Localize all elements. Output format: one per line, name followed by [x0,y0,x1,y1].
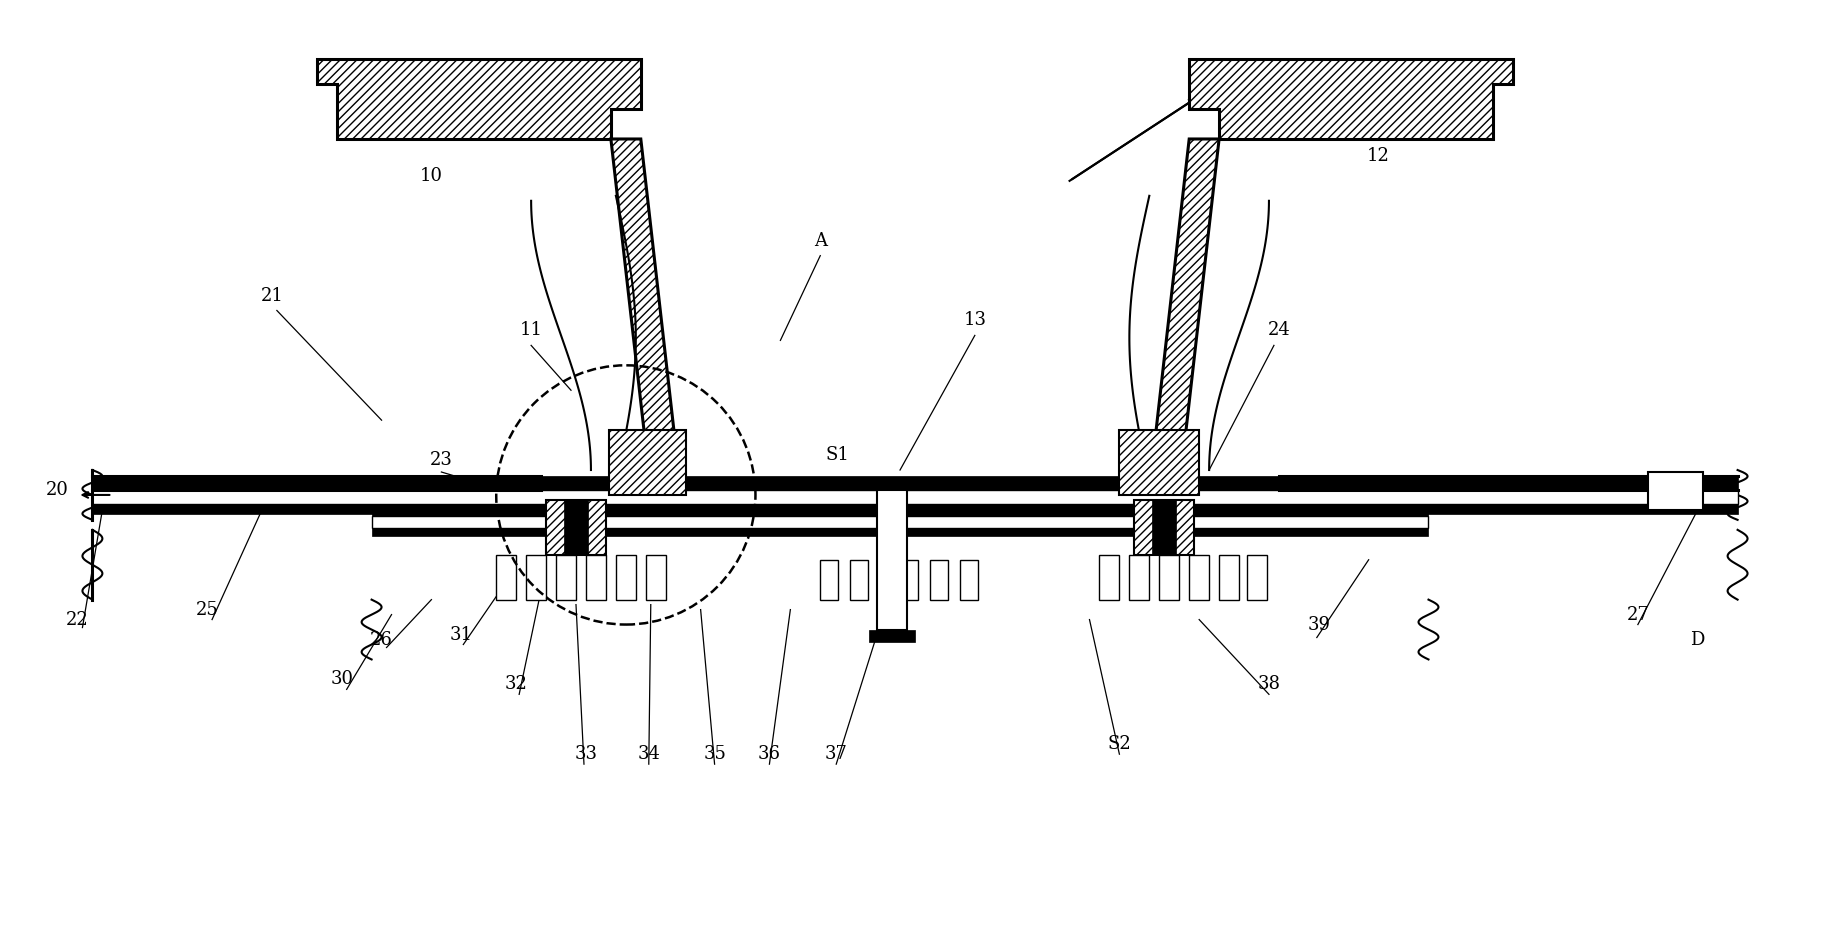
Bar [869,629,914,642]
Bar [93,476,1738,490]
Text: 34: 34 [636,745,660,763]
Text: 20: 20 [46,481,70,499]
Bar [1099,555,1119,600]
Bar [1128,555,1149,600]
Text: S2: S2 [1108,736,1132,754]
Bar [371,504,1428,516]
Text: 30: 30 [331,670,353,688]
Bar [1119,430,1200,495]
Bar [646,555,666,600]
Text: 31: 31 [450,626,474,644]
Bar [371,528,1428,536]
Text: 37: 37 [825,745,847,763]
Bar [496,555,516,600]
Bar [609,430,686,495]
Text: 23: 23 [430,451,454,469]
Text: 22: 22 [66,611,90,629]
Text: 26: 26 [369,630,393,648]
Bar [1160,555,1180,600]
Bar [1152,500,1176,555]
Polygon shape [611,139,680,490]
Text: 36: 36 [757,745,781,763]
Polygon shape [1149,139,1220,490]
Text: A: A [814,231,827,249]
Text: 27: 27 [1626,606,1650,624]
Bar [878,490,907,629]
Polygon shape [316,59,640,139]
Bar [819,559,838,600]
Bar [1220,555,1238,600]
Text: 38: 38 [1258,675,1280,693]
Bar [1134,500,1194,555]
Text: 10: 10 [421,167,443,185]
Text: 21: 21 [260,286,283,304]
Text: S1: S1 [825,447,849,465]
Text: 39: 39 [1308,615,1330,633]
Bar [556,555,576,600]
Text: 33: 33 [574,745,598,763]
Text: 11: 11 [519,321,543,339]
Bar [93,490,1738,504]
Text: 13: 13 [964,312,986,330]
Bar [371,516,1428,528]
Bar [850,559,869,600]
Text: 25: 25 [196,601,218,619]
Bar [960,559,979,600]
Text: D: D [1690,630,1705,648]
Text: 35: 35 [702,745,726,763]
Bar [563,500,587,555]
Bar [93,504,1738,514]
Text: 12: 12 [1368,147,1390,165]
Bar [929,559,947,600]
Bar [1648,472,1703,510]
Polygon shape [1189,59,1513,139]
Bar [547,500,605,555]
Bar [900,559,918,600]
Bar [616,555,636,600]
Text: 24: 24 [1267,321,1289,339]
Text: 32: 32 [505,675,527,693]
Bar [1189,555,1209,600]
Bar [527,555,547,600]
Bar [585,555,605,600]
Bar [1247,555,1267,600]
